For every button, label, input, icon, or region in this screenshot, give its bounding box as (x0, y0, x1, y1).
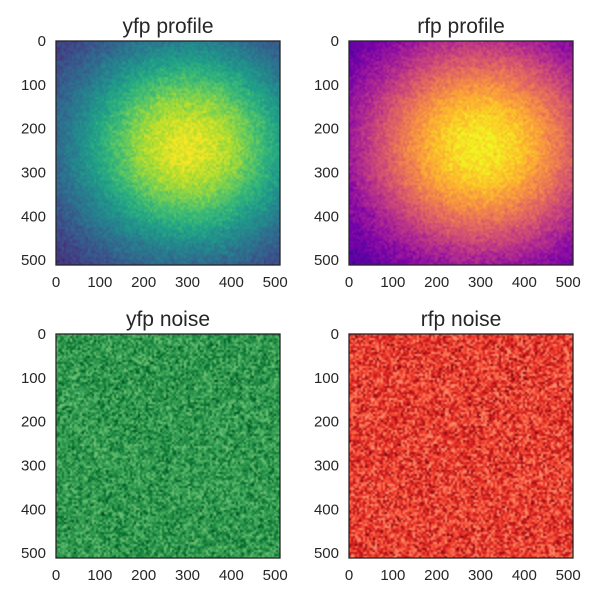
y-tick-label: 400 (314, 208, 339, 225)
y-tick-label: 300 (21, 458, 46, 475)
x-tick-label: 300 (175, 274, 200, 291)
y-tick-label: 300 (314, 165, 339, 182)
y-tick-label: 300 (21, 165, 46, 182)
x-tick-label: 500 (556, 274, 581, 291)
y-tick-label: 0 (38, 326, 46, 343)
x-tick-label: 400 (512, 274, 537, 291)
x-tick-label: 400 (219, 274, 244, 291)
panel-rfp-noise: rfp noise 0 100 200 300 400 500 0 100 200 300 400 50… (314, 308, 581, 584)
x-tick-label: 500 (263, 274, 288, 291)
y-tick-label: 400 (21, 208, 46, 225)
panel-title: yfp noise (126, 308, 210, 331)
axes-frame (55, 333, 281, 559)
x-tick-label: 300 (468, 274, 493, 291)
y-tick-label: 200 (314, 414, 339, 431)
y-tick-label: 100 (314, 370, 339, 387)
panel-rfp-profile: rfp profile 0 100 200 300 400 500 0 100 200 300 400… (314, 15, 581, 291)
x-tick-label: 0 (345, 567, 353, 584)
y-tick-label: 0 (331, 326, 339, 343)
y-tick-label: 300 (314, 458, 339, 475)
y-tick-label: 200 (21, 414, 46, 431)
y-tick-label: 0 (331, 33, 339, 50)
y-tick-label: 100 (21, 370, 46, 387)
y-tick-label: 400 (314, 501, 339, 518)
y-tick-label: 500 (314, 545, 339, 562)
y-tick-label: 100 (314, 77, 339, 94)
axes-frame (55, 40, 281, 266)
y-tick-label: 500 (21, 545, 46, 562)
x-tick-label: 500 (556, 567, 581, 584)
panel-yfp-profile: yfp profile 0 100 200 300 400 500 0 100 200 300 400… (21, 15, 288, 291)
y-tick-label: 500 (314, 252, 339, 269)
x-tick-label: 100 (87, 567, 112, 584)
x-tick-label: 200 (424, 274, 449, 291)
x-tick-label: 0 (52, 274, 60, 291)
panel-title: yfp profile (122, 15, 213, 38)
y-tick-label: 200 (21, 121, 46, 138)
x-tick-label: 0 (52, 567, 60, 584)
y-tick-label: 100 (21, 77, 46, 94)
x-tick-label: 400 (512, 567, 537, 584)
y-tick-label: 500 (21, 252, 46, 269)
heatmap-image (56, 334, 280, 558)
panel-title: rfp profile (417, 15, 505, 38)
x-tick-label: 500 (263, 567, 288, 584)
axes-frame (348, 40, 574, 266)
y-tick-label: 200 (314, 121, 339, 138)
x-tick-label: 200 (424, 567, 449, 584)
panel-yfp-noise: yfp noise 0 100 200 300 400 500 0 100 200 300 400 50… (21, 308, 288, 584)
x-tick-label: 300 (468, 567, 493, 584)
x-tick-label: 400 (219, 567, 244, 584)
x-tick-label: 100 (380, 567, 405, 584)
y-tick-label: 0 (38, 33, 46, 50)
heatmap-image (349, 334, 573, 558)
x-tick-label: 100 (380, 274, 405, 291)
y-tick-label: 400 (21, 501, 46, 518)
x-tick-label: 0 (345, 274, 353, 291)
heatmap-image (349, 41, 573, 265)
axes-frame (348, 333, 574, 559)
x-tick-label: 300 (175, 567, 200, 584)
x-tick-label: 100 (87, 274, 112, 291)
panel-title: rfp noise (421, 308, 502, 331)
heatmap-image (56, 41, 280, 265)
x-tick-label: 200 (131, 274, 156, 291)
x-tick-label: 200 (131, 567, 156, 584)
